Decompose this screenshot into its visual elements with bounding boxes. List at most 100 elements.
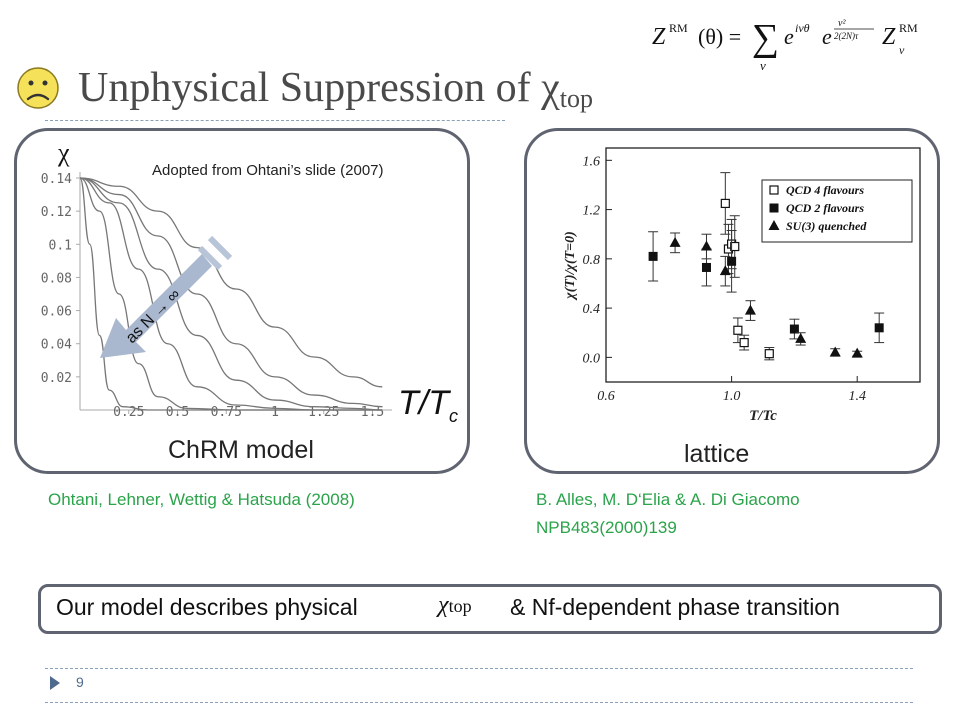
sad-face-icon bbox=[17, 67, 59, 109]
marker-filled-square bbox=[727, 256, 737, 266]
data-point bbox=[744, 300, 756, 321]
marker-filled-square bbox=[874, 323, 884, 333]
chi-axis-label: χ bbox=[58, 138, 70, 167]
limit-arrow: as N → ∞ bbox=[100, 235, 233, 358]
legend: QCD 4 flavours QCD 2 flavours SU(3) quench… bbox=[761, 179, 913, 243]
data-point bbox=[764, 347, 775, 361]
x-tick-label: 1 bbox=[271, 405, 279, 418]
marker-filled-square bbox=[769, 203, 779, 213]
y-tick-label: 0.02 bbox=[41, 371, 72, 386]
chrm-curve-6 bbox=[79, 177, 383, 411]
data-point bbox=[874, 312, 885, 344]
arrow-label: as N → ∞ bbox=[123, 286, 184, 347]
y-tick-label: 1.2 bbox=[583, 204, 601, 219]
svg-text:Z: Z bbox=[652, 24, 666, 50]
data-point bbox=[648, 231, 659, 282]
conclusion-text-end: & Nf-dependent phase transition bbox=[510, 594, 840, 620]
conclusion-text-start: Our model describes physical bbox=[56, 594, 358, 620]
lattice-caption: lattice bbox=[684, 440, 750, 468]
x-tick-label: 0.5 bbox=[166, 405, 189, 418]
x-tick-label: 0.6 bbox=[597, 389, 615, 404]
chrm-curve-2 bbox=[79, 177, 383, 408]
page-number: 9 bbox=[76, 674, 84, 690]
marker-open-square bbox=[769, 185, 779, 195]
marker-filled-triangle bbox=[669, 236, 681, 247]
y-tick-label: 0.04 bbox=[41, 338, 72, 353]
marker-filled-square bbox=[789, 324, 799, 334]
source-note: Adopted from Ohtani’s slide (2007) bbox=[152, 162, 384, 179]
svg-text:e: e bbox=[784, 24, 794, 49]
svg-text:∑: ∑ bbox=[752, 17, 779, 59]
data-point bbox=[851, 347, 863, 358]
svg-text:2(2N)τ: 2(2N)τ bbox=[834, 31, 859, 41]
marker-open-square bbox=[720, 198, 730, 209]
svg-text:iνθ: iνθ bbox=[795, 21, 810, 35]
svg-text:Z: Z bbox=[882, 24, 896, 50]
y-tick-label: 1.6 bbox=[583, 154, 601, 169]
svg-text:RM: RM bbox=[899, 21, 918, 35]
data-point bbox=[669, 232, 681, 254]
y-tick-label: 0.14 bbox=[41, 172, 72, 187]
x-tick-label: 1.0 bbox=[723, 389, 741, 404]
y-tick-label: 0.4 bbox=[583, 302, 601, 317]
t-over-tc-label: T/Tc bbox=[398, 384, 458, 426]
marker-open-square bbox=[730, 241, 740, 252]
plot-frame bbox=[605, 147, 921, 383]
marker-filled-square bbox=[648, 251, 658, 261]
marker-filled-triangle bbox=[829, 346, 841, 357]
data-point bbox=[726, 230, 737, 293]
marker-filled-triangle bbox=[719, 265, 731, 276]
reference-left: Ohtani, Lehner, Wettig & Hatsuda (2008) bbox=[48, 490, 355, 509]
y-tick-label: 0.12 bbox=[41, 205, 72, 220]
y-tick-label: 0.08 bbox=[41, 271, 72, 286]
reference-right-authors: B. Alles, M. D‘Elia & A. Di Giacomo bbox=[536, 490, 800, 509]
lattice-chi-chart: 0.0 0.4 0.8 1.2 1.6 0.6 1.0 1.4 T/Tc χ(T)/χ(T=0) Q… bbox=[563, 147, 921, 424]
marker-filled-triangle bbox=[700, 240, 712, 251]
svg-text:e: e bbox=[822, 24, 832, 49]
marker-open-square bbox=[764, 349, 774, 359]
svg-text:(θ) =: (θ) = bbox=[698, 24, 741, 49]
x-axis-title: T/Tc bbox=[749, 408, 777, 424]
data-point bbox=[795, 332, 807, 346]
legend-entry: SU(3) quenched bbox=[786, 219, 867, 233]
chrm-chi-chart: 0.020.040.060.080.10.120.140.25 0.5 0.75 1 1… bbox=[41, 172, 392, 418]
marker-filled-triangle bbox=[768, 220, 780, 230]
data-point bbox=[739, 334, 750, 351]
reference-right-journal: NPB483(2000)139 bbox=[536, 518, 677, 537]
svg-text:RM: RM bbox=[669, 21, 688, 35]
data-point bbox=[700, 233, 712, 260]
footer-bullet-icon bbox=[50, 676, 60, 690]
legend-entry: QCD 2 flavours bbox=[786, 201, 864, 215]
marker-open-square bbox=[739, 337, 749, 348]
marker-filled-triangle bbox=[795, 332, 807, 343]
chrm-curve-1 bbox=[79, 177, 383, 388]
chrm-curve-3 bbox=[79, 177, 383, 411]
x-tick-label: 0.75 bbox=[211, 405, 242, 418]
legend-frame bbox=[761, 179, 913, 243]
y-axis-title: χ(T)/χ(T=0) bbox=[563, 231, 578, 301]
marker-filled-triangle bbox=[744, 304, 756, 315]
svg-text:ν²: ν² bbox=[838, 18, 846, 29]
data-point bbox=[729, 215, 740, 278]
y-tick-label: 0.1 bbox=[49, 238, 72, 253]
title-divider bbox=[45, 120, 505, 121]
marker-filled-triangle bbox=[851, 347, 863, 358]
chrm-model-panel bbox=[14, 128, 470, 474]
footer-divider bbox=[45, 668, 913, 669]
x-tick-label: 1.4 bbox=[848, 389, 866, 404]
svg-text:ν: ν bbox=[899, 43, 905, 57]
y-tick-label: 0.06 bbox=[41, 305, 72, 320]
y-tick-label: 0.8 bbox=[583, 253, 601, 268]
legend-entry: QCD 4 flavours bbox=[786, 183, 864, 197]
chrm-caption: ChRM model bbox=[168, 436, 314, 464]
data-point bbox=[829, 346, 841, 357]
y-tick-label: 0.0 bbox=[583, 351, 601, 366]
x-tick-label: 1.5 bbox=[361, 405, 384, 418]
conclusion-chi-symbol: χtop bbox=[438, 592, 472, 618]
footer-divider-bottom bbox=[45, 702, 913, 703]
data-point bbox=[789, 318, 800, 340]
page-title: Unphysical Suppression of χtop bbox=[78, 65, 594, 113]
conclusion-box bbox=[38, 584, 942, 634]
svg-text:ν: ν bbox=[760, 58, 766, 73]
marker-open-square bbox=[733, 325, 743, 335]
